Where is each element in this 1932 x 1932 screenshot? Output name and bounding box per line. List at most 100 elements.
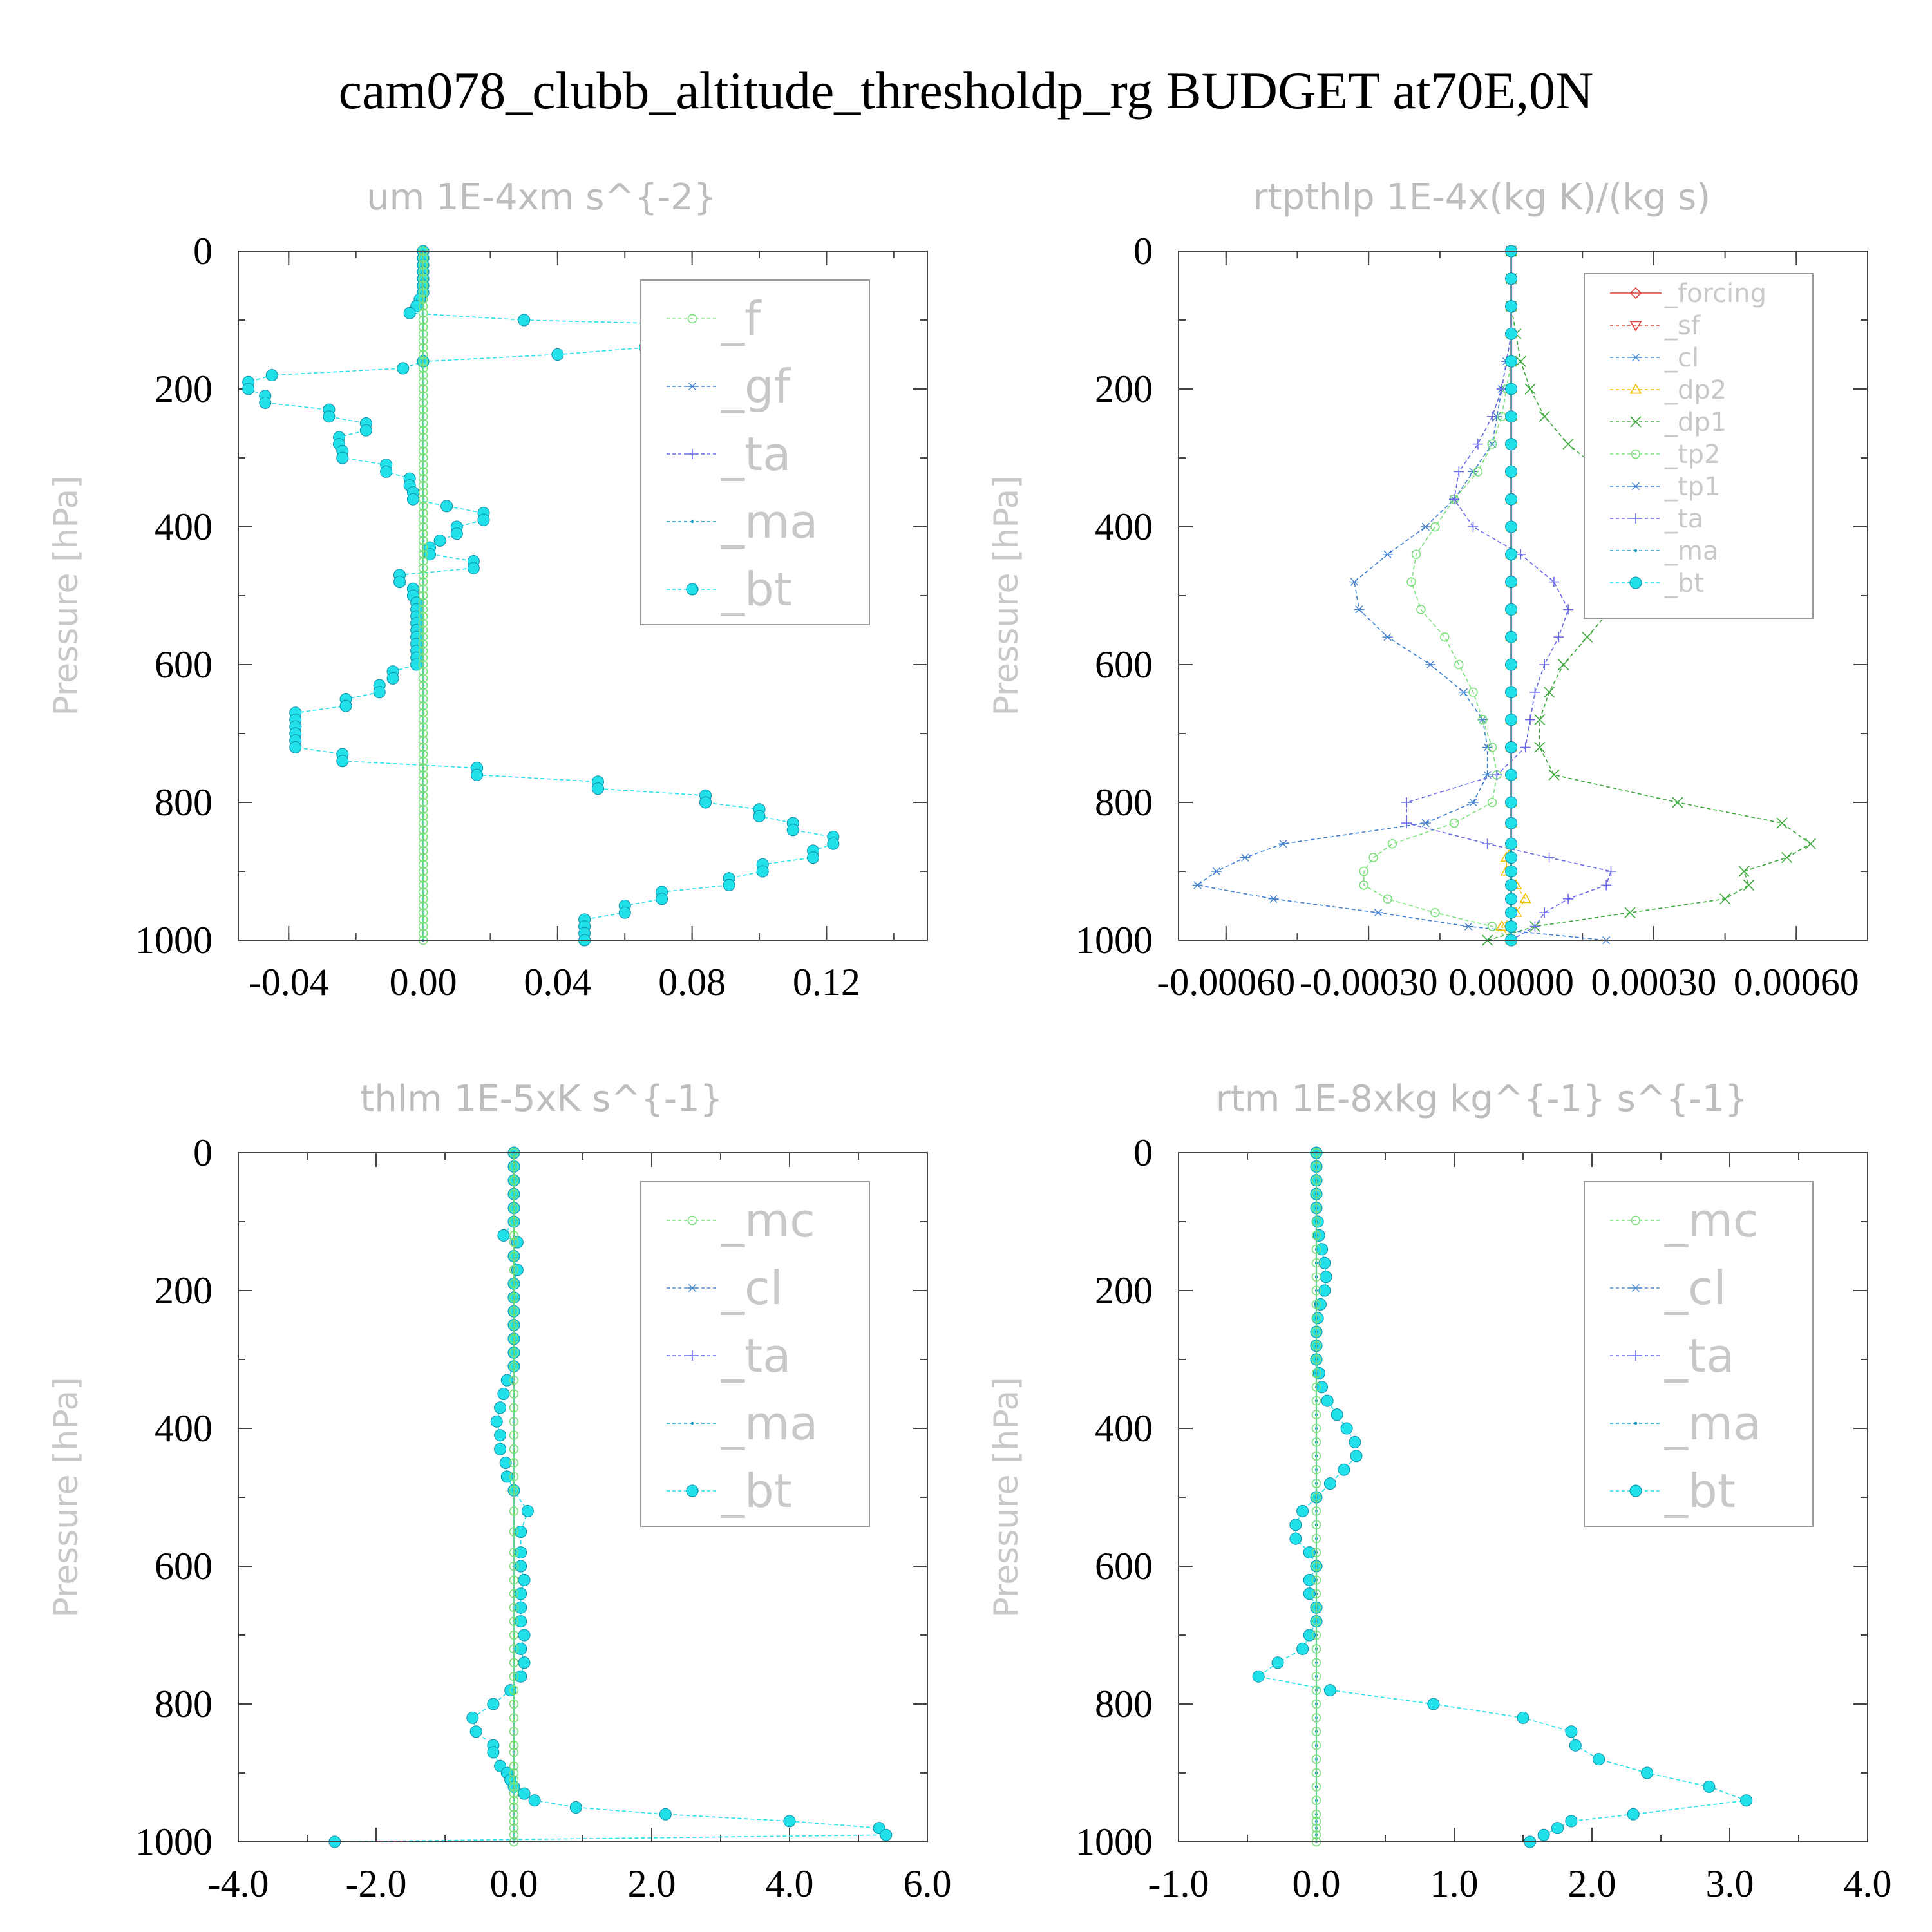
data-point-bt	[1303, 1573, 1316, 1586]
legend-item-cl: _cl	[1610, 1261, 1727, 1315]
data-point-bt	[1627, 1808, 1640, 1821]
data-point-f	[418, 701, 428, 711]
data-point-f	[418, 391, 428, 401]
data-point-ta	[1563, 604, 1574, 615]
data-point-bt	[1505, 741, 1518, 753]
legend-marker-bt	[1629, 1484, 1642, 1497]
data-point-bt	[699, 796, 712, 809]
legend-label: _ta	[1664, 504, 1703, 534]
data-point-f	[418, 549, 428, 559]
panel-title: rtpthlp 1E-4x(kg K)/(kg s)	[1253, 176, 1711, 218]
data-point-dp1	[1719, 893, 1731, 905]
data-point-mc	[509, 1361, 519, 1371]
data-point-tp2	[1383, 894, 1392, 904]
x-tick-label: 1.0	[1430, 1862, 1479, 1905]
data-point-tp1	[1240, 853, 1251, 862]
data-point-bt	[518, 1656, 531, 1669]
data-point-bt	[289, 741, 302, 753]
data-point-f	[418, 922, 428, 931]
data-point-f	[418, 253, 428, 263]
panel-title: rtm 1E-8xkg kg^{-1} s^{-1}	[1216, 1078, 1748, 1120]
legend-item-ta: _ta	[667, 1329, 791, 1383]
data-point-bt	[827, 837, 840, 850]
legend-item-bt: _bt	[667, 562, 792, 616]
legend-marker-cl	[1631, 353, 1641, 362]
legend-label: _dp2	[1664, 375, 1727, 405]
data-point-bt	[1505, 520, 1518, 533]
data-point-f	[418, 832, 428, 842]
legend-marker-cl	[1631, 1283, 1641, 1293]
data-point-f	[418, 838, 428, 849]
x-tick-label: 0.00	[390, 961, 457, 1003]
data-point-bt	[494, 1443, 507, 1455]
x-tick-label: 2.0	[1568, 1862, 1616, 1905]
data-point-f	[418, 887, 428, 897]
data-point-f	[418, 363, 428, 374]
data-point-ta	[1544, 852, 1555, 863]
legend-marker-dp2	[1629, 383, 1642, 394]
data-point-bt	[1505, 355, 1518, 368]
data-point-ta	[1553, 632, 1564, 643]
legend-item-forcing: _forcing	[1610, 279, 1766, 308]
data-point-bt	[467, 562, 480, 574]
data-point-mc	[509, 1644, 519, 1654]
data-point-bt	[569, 1801, 582, 1814]
data-point-f	[418, 659, 428, 670]
data-point-mc	[1311, 1630, 1321, 1640]
data-point-mc	[509, 1782, 519, 1792]
data-point-mc	[1311, 1768, 1321, 1778]
y-tick-label: 0	[1133, 1132, 1153, 1174]
data-point-mc	[1311, 1410, 1321, 1419]
data-point-bt	[1296, 1642, 1309, 1655]
legend-marker-mc	[687, 1215, 697, 1226]
legend-item-dp1: _dp1	[1610, 408, 1727, 437]
data-point-f	[418, 281, 428, 290]
y-tick-label: 1000	[135, 919, 213, 961]
data-point-bt	[1703, 1780, 1716, 1793]
x-tick-label: 0.04	[524, 961, 591, 1003]
data-point-mc	[509, 1589, 519, 1599]
legend-item-bt: _bt	[1610, 569, 1704, 598]
data-point-f	[418, 301, 428, 311]
data-point-f	[418, 797, 428, 808]
data-point-f	[418, 825, 428, 835]
data-point-f	[418, 667, 428, 676]
data-point-f	[418, 515, 428, 525]
y-tick-label: 600	[155, 1545, 213, 1587]
data-point-tp2	[1416, 605, 1426, 614]
data-point-bt	[323, 410, 336, 423]
data-point-bt	[753, 810, 766, 822]
data-point-bt	[373, 686, 386, 699]
data-point-bt	[1505, 714, 1518, 726]
legend-marker-gf	[687, 382, 697, 391]
data-point-dp1	[1534, 714, 1546, 726]
data-point-mc	[1311, 1699, 1321, 1709]
data-point-dp1	[1743, 879, 1755, 891]
data-point-tp2	[1468, 687, 1478, 697]
data-point-f	[418, 646, 428, 656]
data-point-tp2	[1359, 866, 1368, 876]
data-point-mc	[1311, 1713, 1321, 1723]
data-point-f	[418, 322, 428, 332]
data-point-tp1	[1278, 840, 1289, 848]
data-point-mc	[509, 1306, 519, 1316]
data-point-bt	[386, 672, 399, 685]
legend-item-cl: _cl	[667, 1261, 783, 1315]
data-point-tp2	[1454, 659, 1464, 670]
data-point-bt	[1303, 1587, 1316, 1600]
data-point-bt	[1505, 893, 1518, 905]
data-point-dp1	[1776, 817, 1788, 829]
data-point-bt	[1565, 1815, 1578, 1828]
data-point-bt	[515, 1670, 527, 1683]
data-point-bt	[494, 1429, 507, 1442]
data-point-tp1	[1354, 605, 1365, 614]
data-point-f	[418, 605, 428, 614]
data-point-mc	[509, 1685, 519, 1695]
data-point-f	[418, 866, 428, 876]
data-point-mc	[509, 1575, 519, 1585]
x-tick-label: 6.0	[904, 1862, 952, 1905]
x-tick-label: -2.0	[346, 1862, 407, 1905]
data-point-f	[418, 336, 428, 346]
data-point-tp2	[1478, 715, 1488, 724]
chart-panel-4: rtm 1E-8xkg kg^{-1} s^{-1} Pressure [hPa]…	[987, 1078, 1892, 1905]
